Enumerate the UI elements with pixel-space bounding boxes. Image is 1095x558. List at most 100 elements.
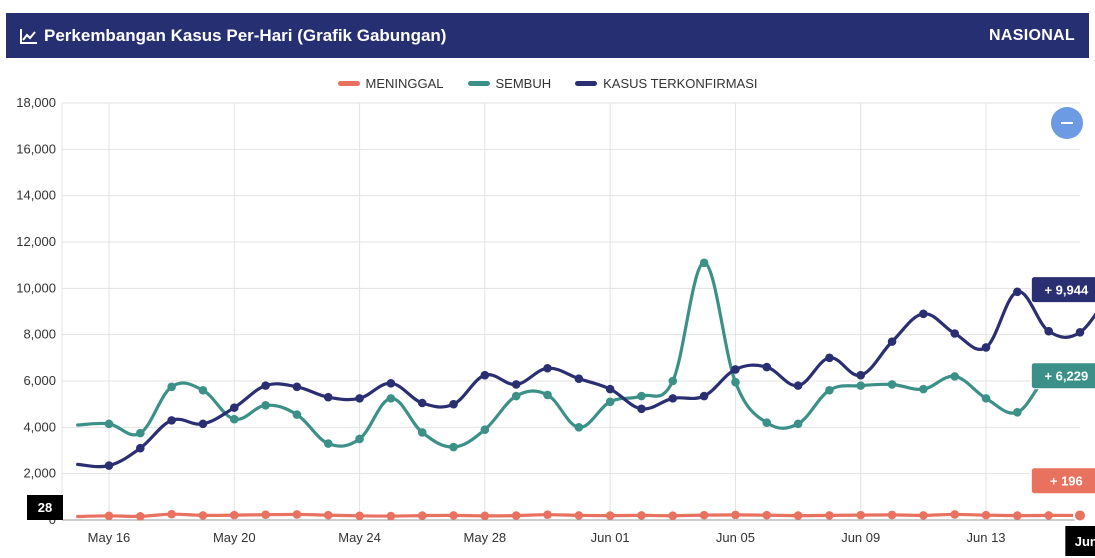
data-point-kasus[interactable] (731, 365, 740, 374)
data-point-sembuh[interactable] (887, 380, 897, 389)
data-point-kasus[interactable] (480, 370, 490, 380)
data-point-kasus[interactable] (1044, 326, 1053, 336)
data-point-kasus[interactable] (1013, 287, 1022, 297)
data-point-meninggal[interactable] (574, 511, 584, 520)
data-point-sembuh[interactable] (605, 397, 615, 407)
data-point-kasus[interactable] (417, 398, 427, 408)
data-point-sembuh[interactable] (355, 434, 364, 444)
data-point-kasus[interactable] (261, 381, 270, 390)
data-point-sembuh[interactable] (511, 391, 521, 401)
data-point-kasus[interactable] (449, 399, 458, 409)
legend-item-meninggal[interactable]: MENINGGAL (337, 76, 444, 91)
data-point-kasus[interactable] (762, 362, 772, 372)
data-point-sembuh[interactable] (480, 425, 490, 434)
data-point-kasus[interactable] (668, 394, 678, 403)
data-point-meninggal[interactable] (543, 510, 552, 519)
data-point-sembuh[interactable] (699, 258, 709, 268)
data-point-meninggal[interactable] (449, 511, 458, 520)
data-point-meninggal[interactable] (355, 511, 364, 521)
data-point-meninggal[interactable] (229, 510, 239, 520)
legend-item-sembuh[interactable]: SEMBUH (467, 76, 551, 91)
data-point-kasus[interactable] (981, 343, 991, 352)
data-point-sembuh[interactable] (449, 442, 458, 452)
data-point-kasus[interactable] (825, 353, 834, 363)
data-point-sembuh[interactable] (825, 385, 834, 395)
data-point-sembuh[interactable] (229, 414, 239, 424)
data-point-kasus[interactable] (229, 403, 239, 412)
data-point-meninggal[interactable] (386, 511, 396, 521)
data-point-meninggal[interactable] (762, 510, 772, 520)
data-point-sembuh[interactable] (417, 428, 427, 437)
region-badge[interactable]: NASIONAL (989, 26, 1075, 44)
data-point-sembuh[interactable] (981, 394, 991, 403)
data-point-meninggal[interactable] (887, 510, 897, 520)
data-point-meninggal[interactable] (1073, 508, 1087, 523)
data-point-kasus[interactable] (793, 381, 803, 390)
data-point-kasus[interactable] (198, 419, 208, 429)
data-point-meninggal[interactable] (637, 511, 646, 520)
data-point-kasus[interactable] (104, 461, 114, 470)
data-point-meninggal[interactable] (136, 511, 145, 521)
data-point-sembuh[interactable] (950, 372, 960, 381)
data-point-kasus[interactable] (856, 370, 866, 380)
legend-item-kasus[interactable]: KASUS TERKONFIRMASI (575, 76, 757, 91)
data-point-meninggal[interactable] (1044, 511, 1053, 520)
data-point-meninggal[interactable] (699, 510, 709, 520)
data-point-kasus[interactable] (950, 329, 960, 338)
data-point-meninggal[interactable] (511, 511, 521, 520)
data-point-meninggal[interactable] (793, 511, 803, 520)
data-point-kasus[interactable] (605, 384, 615, 394)
data-point-meninggal[interactable] (104, 511, 114, 521)
data-point-sembuh[interactable] (856, 381, 866, 390)
data-point-sembuh[interactable] (167, 382, 176, 392)
data-point-kasus[interactable] (511, 380, 521, 389)
data-point-sembuh[interactable] (198, 385, 208, 395)
data-point-meninggal[interactable] (480, 511, 490, 521)
data-point-sembuh[interactable] (762, 418, 772, 428)
data-point-meninggal[interactable] (417, 511, 427, 520)
data-point-kasus[interactable] (543, 363, 552, 373)
series (76, 258, 1095, 523)
data-point-kasus[interactable] (292, 382, 302, 392)
data-point-meninggal[interactable] (261, 510, 270, 519)
data-point-sembuh[interactable] (292, 410, 302, 419)
data-point-meninggal[interactable] (950, 510, 960, 519)
data-point-kasus[interactable] (1075, 328, 1085, 337)
data-point-kasus[interactable] (637, 404, 646, 414)
data-point-kasus[interactable] (167, 416, 176, 425)
data-point-meninggal[interactable] (825, 511, 834, 520)
y-tick-label: 10,000 (16, 280, 56, 295)
data-point-sembuh[interactable] (919, 384, 928, 394)
data-point-meninggal[interactable] (919, 511, 928, 520)
data-point-meninggal[interactable] (323, 510, 333, 520)
data-point-kasus[interactable] (386, 379, 396, 388)
data-point-sembuh[interactable] (668, 376, 678, 386)
data-point-sembuh[interactable] (323, 439, 333, 448)
data-point-meninggal[interactable] (292, 510, 302, 519)
data-point-kasus[interactable] (323, 392, 333, 402)
data-point-kasus[interactable] (574, 374, 584, 383)
data-point-sembuh[interactable] (261, 401, 270, 410)
data-point-kasus[interactable] (919, 309, 928, 319)
data-point-sembuh[interactable] (543, 390, 552, 400)
data-point-meninggal[interactable] (731, 510, 740, 520)
data-point-sembuh[interactable] (574, 423, 584, 432)
data-point-kasus[interactable] (136, 443, 145, 453)
data-point-meninggal[interactable] (668, 511, 678, 521)
data-point-kasus[interactable] (699, 391, 709, 401)
data-point-sembuh[interactable] (104, 419, 114, 429)
data-point-sembuh[interactable] (1013, 407, 1022, 417)
data-point-meninggal[interactable] (856, 510, 866, 520)
data-point-meninggal[interactable] (198, 511, 208, 520)
data-point-meninggal[interactable] (605, 511, 615, 520)
data-point-kasus[interactable] (887, 337, 897, 346)
data-point-sembuh[interactable] (731, 377, 740, 387)
data-point-kasus[interactable] (355, 394, 364, 403)
data-point-sembuh[interactable] (793, 419, 803, 429)
data-point-meninggal[interactable] (1013, 511, 1022, 520)
data-point-sembuh[interactable] (386, 394, 396, 403)
data-point-sembuh[interactable] (637, 391, 646, 401)
data-point-sembuh[interactable] (136, 428, 145, 438)
data-point-meninggal[interactable] (981, 510, 991, 520)
data-point-meninggal[interactable] (167, 509, 176, 519)
